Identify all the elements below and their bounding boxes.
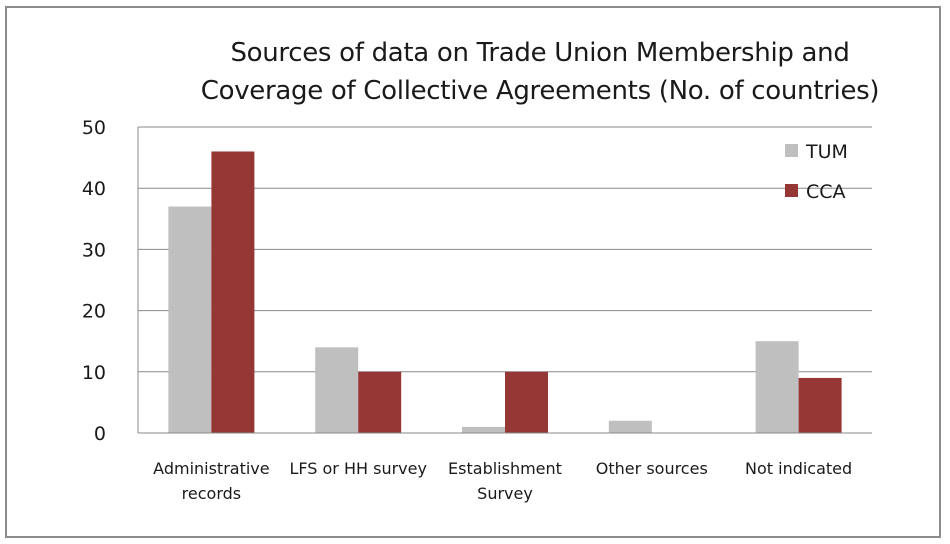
chart-title-line-2: Coverage of Collective Agreements (No. o… bbox=[200, 76, 880, 106]
bar-cca bbox=[798, 377, 842, 433]
x-tick-label: Survey bbox=[477, 484, 533, 503]
chart-title-line-1: Sources of data on Trade Union Membershi… bbox=[230, 38, 850, 68]
x-tick-label: Not indicated bbox=[745, 459, 852, 478]
legend-label-cca: CCA bbox=[806, 181, 846, 203]
bar-tum bbox=[755, 341, 799, 433]
x-tick-label: records bbox=[182, 484, 241, 503]
y-tick-label: 10 bbox=[82, 362, 106, 384]
bars bbox=[168, 151, 842, 434]
x-axis: Administrative records LFS or HH survey Est… bbox=[138, 432, 872, 503]
y-tick-label: 40 bbox=[82, 178, 106, 200]
gridlines bbox=[138, 126, 872, 373]
bar-tum bbox=[168, 206, 212, 433]
y-tick-label: 20 bbox=[82, 301, 106, 323]
bar-cca bbox=[358, 371, 402, 433]
bar-cca bbox=[211, 151, 255, 434]
legend-swatch-tum bbox=[785, 144, 798, 157]
y-tick-label: 0 bbox=[94, 423, 106, 445]
x-tick-label: Establishment bbox=[448, 459, 562, 478]
bar-tum bbox=[315, 347, 359, 433]
y-tick-label: 50 bbox=[82, 117, 106, 139]
legend-swatch-cca bbox=[785, 184, 798, 197]
chart-frame bbox=[5, 6, 941, 538]
bar-cca bbox=[505, 371, 548, 433]
x-tick-label: Administrative bbox=[153, 459, 269, 478]
bar-tum bbox=[608, 420, 652, 433]
legend-label-tum: TUM bbox=[805, 141, 848, 163]
legend: TUM CCA bbox=[785, 141, 848, 203]
x-tick-label: Other sources bbox=[596, 459, 708, 478]
y-axis: 0 10 20 30 40 50 bbox=[82, 117, 139, 445]
y-tick-label: 30 bbox=[82, 239, 106, 261]
bar-tum bbox=[462, 426, 505, 433]
x-tick-label: LFS or HH survey bbox=[289, 459, 427, 478]
chart-title: Sources of data on Trade Union Membershi… bbox=[120, 34, 950, 110]
